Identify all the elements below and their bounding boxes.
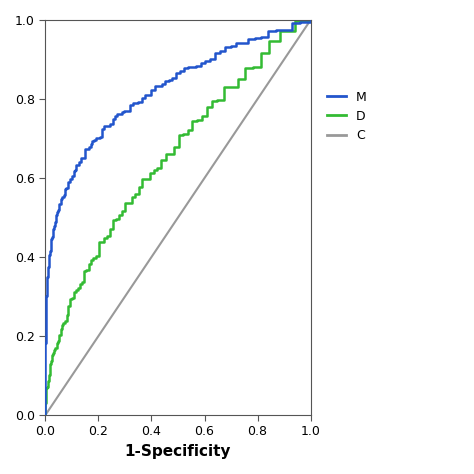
Legend: M, D, C: M, D, C [322,85,372,147]
X-axis label: 1-Specificity: 1-Specificity [125,444,231,459]
